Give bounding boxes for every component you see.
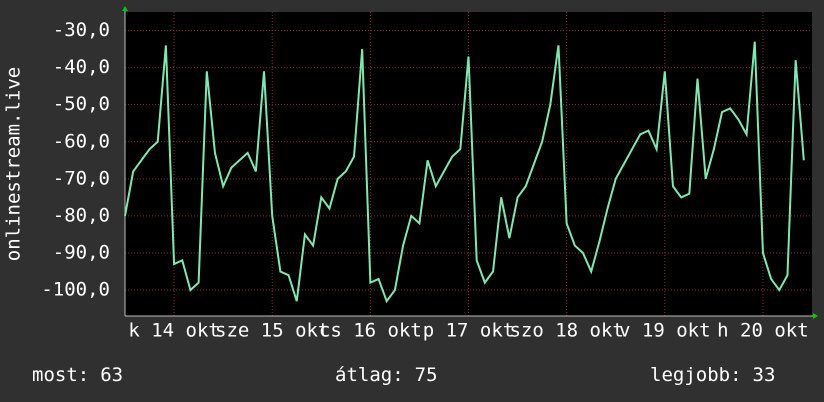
- y-tick-label: -80,0: [53, 204, 110, 226]
- x-tick-label: k 14 okt: [128, 320, 220, 342]
- x-tick-label: v 19 okt: [619, 320, 711, 342]
- x-tick-label: p 17 okt: [423, 320, 515, 342]
- stat-label: most:: [32, 364, 89, 386]
- y-axis-title: onlinestream.live: [3, 67, 25, 261]
- stat-value: 75: [415, 364, 438, 386]
- y-tick-label: -50,0: [53, 93, 110, 115]
- y-tick-label: -100,0: [41, 279, 110, 301]
- footer-stat: átlag: 75: [335, 364, 438, 386]
- x-tick-label: sze 15 okt: [215, 320, 329, 342]
- y-tick-label: -40,0: [53, 56, 110, 78]
- axis-arrow: [122, 6, 128, 11]
- y-tick-label: -60,0: [53, 130, 110, 152]
- stat-label: legjobb:: [650, 364, 742, 386]
- y-tick-label: -30,0: [53, 19, 110, 41]
- stat-value: 63: [100, 364, 123, 386]
- footer-stat: legjobb: 33: [650, 364, 775, 386]
- data-line: [124, 41, 805, 304]
- y-tick-label: -70,0: [53, 167, 110, 189]
- x-tick-label: cs 16 okt: [319, 320, 422, 342]
- footer-stat: most: 63: [32, 364, 123, 386]
- stat-label: átlag:: [335, 364, 404, 386]
- x-tick-label: h 20 okt: [717, 320, 809, 342]
- x-tick-label: szo 18 okt: [509, 320, 623, 342]
- axis-arrow: [813, 313, 818, 319]
- stat-value: 33: [753, 364, 776, 386]
- y-tick-label: -90,0: [53, 241, 110, 263]
